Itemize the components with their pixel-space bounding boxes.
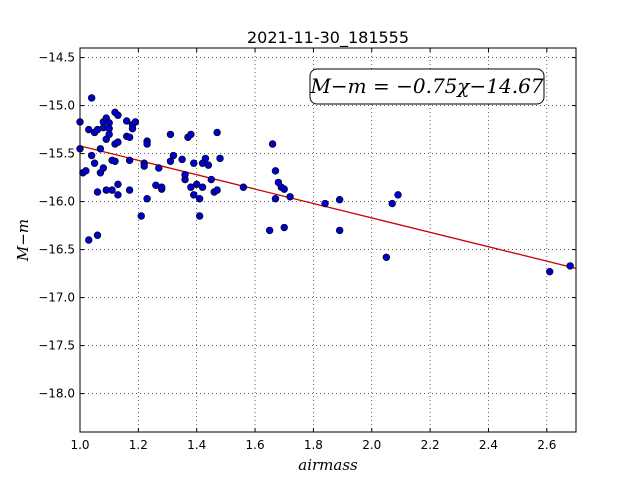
y-tick-label: −15.0 xyxy=(38,99,75,113)
data-point xyxy=(335,226,344,235)
data-point xyxy=(114,111,122,119)
data-point xyxy=(213,186,221,194)
data-point xyxy=(122,117,131,125)
data-point xyxy=(195,195,204,203)
data-point xyxy=(140,162,148,170)
data-point xyxy=(187,130,195,139)
data-point xyxy=(155,164,163,172)
data-point xyxy=(85,125,93,134)
data-point xyxy=(566,262,574,270)
x-tick-label: 1.6 xyxy=(246,438,265,452)
fit-line-layer xyxy=(79,145,577,269)
data-point xyxy=(216,154,224,163)
x-tick-label: 2.6 xyxy=(537,438,556,452)
data-point xyxy=(193,180,201,189)
data-point xyxy=(335,195,344,204)
data-point xyxy=(286,193,294,201)
plot-area xyxy=(80,48,576,432)
data-point xyxy=(394,191,402,199)
data-point xyxy=(93,188,102,196)
x-tick-label: 1.8 xyxy=(304,438,323,452)
annotation-text: M−m = −0.75χ−14.67 xyxy=(309,74,543,98)
y-tick-label: −16.0 xyxy=(38,195,75,209)
data-point xyxy=(128,124,137,133)
x-tick-label: 1.2 xyxy=(129,438,148,452)
axis-ticks: 1.0 1.2 1.4 1.6 1.8 2.0 2.2 2.4 2.6 −14.5 −15.0 −15… xyxy=(38,48,576,452)
data-point xyxy=(198,183,207,191)
data-point xyxy=(169,151,178,160)
data-point xyxy=(166,157,175,165)
data-point xyxy=(190,191,198,199)
data-point xyxy=(125,156,134,165)
data-point xyxy=(111,157,119,165)
data-point xyxy=(265,226,274,235)
data-point xyxy=(131,118,140,126)
y-tick-label: −18.0 xyxy=(38,387,75,401)
data-point xyxy=(99,164,108,172)
data-point xyxy=(213,128,221,137)
y-tick-label: −15.5 xyxy=(38,147,75,161)
data-point xyxy=(321,199,329,208)
data-point xyxy=(207,175,215,184)
x-tick-label: 2.2 xyxy=(421,438,440,452)
data-points xyxy=(76,94,574,276)
data-point xyxy=(82,167,90,175)
data-point xyxy=(187,183,195,191)
data-point xyxy=(388,199,396,208)
fit-annotation: M−m = −0.75χ−14.67 xyxy=(309,68,545,105)
y-axis-label: M−m xyxy=(14,219,32,262)
data-point xyxy=(204,161,213,169)
data-point xyxy=(268,140,277,148)
data-point xyxy=(87,151,96,160)
data-point xyxy=(105,130,113,139)
x-axis-label: airmass xyxy=(298,456,358,474)
data-point xyxy=(280,223,288,232)
data-point xyxy=(190,159,198,167)
annotation-box xyxy=(309,68,545,105)
data-point xyxy=(181,171,189,179)
data-point xyxy=(114,191,122,199)
data-point xyxy=(239,183,248,191)
data-point xyxy=(125,186,134,194)
x-tick-label: 2.4 xyxy=(479,438,498,452)
data-point xyxy=(90,159,99,167)
data-point xyxy=(125,133,134,141)
data-point xyxy=(85,236,93,244)
x-tick-label: 1.4 xyxy=(187,438,206,452)
data-point xyxy=(157,183,166,191)
data-point xyxy=(143,140,151,148)
data-point xyxy=(271,195,280,203)
data-point xyxy=(166,130,175,139)
data-point xyxy=(195,212,204,220)
y-tick-label: −16.5 xyxy=(38,243,75,257)
data-point xyxy=(143,195,151,203)
data-point xyxy=(114,180,122,189)
chart-title: 2021-11-30_181555 xyxy=(247,28,409,48)
y-tick-label: −17.0 xyxy=(38,291,75,305)
y-tick-label: −17.5 xyxy=(38,339,75,353)
data-point xyxy=(280,185,288,193)
x-tick-label: 2.0 xyxy=(362,438,381,452)
data-point xyxy=(87,94,96,102)
data-point xyxy=(137,212,145,220)
data-point xyxy=(108,186,116,194)
data-point xyxy=(96,145,105,153)
fit-line xyxy=(79,145,577,269)
x-tick-label: 1.0 xyxy=(70,438,89,452)
data-point xyxy=(271,167,280,175)
data-point xyxy=(178,155,186,164)
data-point xyxy=(114,138,122,146)
data-point xyxy=(382,253,391,261)
y-tick-label: −14.5 xyxy=(38,51,75,65)
data-point xyxy=(201,154,210,163)
plot-frame xyxy=(79,47,577,433)
data-point xyxy=(93,231,102,239)
data-point xyxy=(546,267,554,276)
